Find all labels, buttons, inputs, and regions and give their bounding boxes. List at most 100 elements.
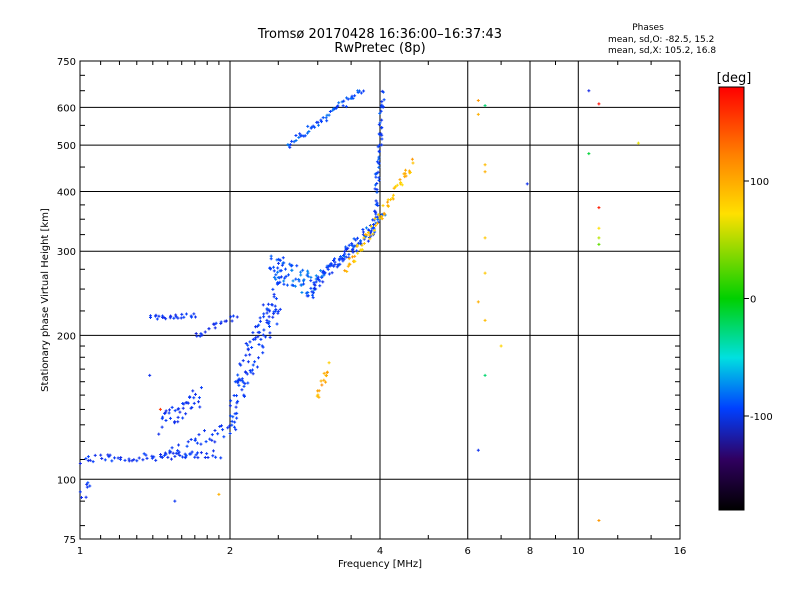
data-point <box>159 453 163 457</box>
data-point <box>265 307 269 311</box>
data-point <box>282 279 286 283</box>
data-point <box>476 300 480 304</box>
data-point <box>178 410 182 414</box>
data-point <box>306 291 310 295</box>
data-point <box>476 112 480 116</box>
data-point <box>231 314 235 318</box>
legend-heading: Phases <box>632 23 664 33</box>
data-point <box>265 311 269 315</box>
data-point <box>337 263 341 267</box>
data-point <box>283 276 287 280</box>
data-point <box>157 432 161 436</box>
data-point <box>271 315 275 319</box>
data-point <box>407 169 411 173</box>
data-point <box>262 315 266 319</box>
data-point <box>107 455 111 459</box>
data-point <box>210 438 214 442</box>
y-tick-label: 500 <box>57 141 76 152</box>
data-point <box>219 456 223 460</box>
data-point <box>256 335 260 339</box>
data-point <box>300 134 304 138</box>
data-point <box>373 217 377 221</box>
data-point <box>346 264 350 268</box>
data-point <box>373 183 377 187</box>
data-point <box>290 268 294 272</box>
data-point <box>302 282 306 286</box>
data-point <box>265 320 269 324</box>
data-point <box>198 405 202 409</box>
y-tick-label: 100 <box>57 475 76 486</box>
data-point <box>267 315 271 319</box>
x-tick-label: 8 <box>527 546 533 557</box>
data-point <box>248 340 252 344</box>
data-point <box>88 484 92 488</box>
data-point <box>234 405 238 409</box>
data-point <box>362 236 366 240</box>
data-point <box>362 241 366 245</box>
data-point <box>309 275 313 279</box>
data-point <box>275 258 279 262</box>
data-point <box>263 335 267 339</box>
data-point <box>176 420 180 424</box>
data-point <box>378 121 382 125</box>
data-point <box>311 296 315 300</box>
data-point <box>373 187 377 191</box>
data-point <box>196 400 200 404</box>
data-point <box>251 363 255 367</box>
data-point <box>279 269 283 273</box>
data-point <box>279 275 283 279</box>
data-point <box>132 458 136 462</box>
data-point <box>78 490 82 494</box>
data-point <box>374 203 378 207</box>
y-tick-label: 200 <box>57 331 76 342</box>
data-point <box>353 259 357 263</box>
data-point <box>525 182 529 186</box>
data-point <box>351 250 355 254</box>
data-point <box>368 233 372 237</box>
data-point <box>213 428 217 432</box>
data-point <box>199 451 203 455</box>
data-point <box>251 372 255 376</box>
data-point <box>258 330 262 334</box>
data-point <box>330 271 334 275</box>
data-point <box>236 379 240 383</box>
data-point <box>235 416 239 420</box>
data-point <box>230 423 234 427</box>
data-point <box>360 248 364 252</box>
data-point <box>275 322 279 326</box>
data-point <box>300 290 304 294</box>
data-point <box>281 261 285 265</box>
data-point <box>217 492 221 496</box>
data-point <box>352 245 356 249</box>
data-point <box>267 320 271 324</box>
data-point <box>375 190 379 194</box>
data-point <box>99 453 103 457</box>
data-point <box>380 118 384 122</box>
data-point <box>176 415 180 419</box>
data-point <box>269 254 273 258</box>
data-point <box>351 96 355 100</box>
data-point <box>230 319 234 323</box>
data-point <box>636 141 640 145</box>
data-point <box>316 277 320 281</box>
data-point <box>348 262 352 266</box>
data-point <box>238 362 242 366</box>
data-point <box>150 454 154 458</box>
data-point <box>376 145 380 149</box>
data-point <box>163 411 167 415</box>
data-point <box>374 199 378 203</box>
data-point <box>368 237 372 241</box>
data-point <box>261 303 265 307</box>
data-point <box>300 283 304 287</box>
data-point <box>337 258 341 262</box>
data-point <box>163 451 167 455</box>
data-point <box>176 316 180 320</box>
data-point <box>268 309 272 313</box>
data-point <box>169 314 173 318</box>
data-point <box>250 368 254 372</box>
data-point <box>257 342 261 346</box>
data-point <box>233 420 237 424</box>
data-point <box>337 101 341 105</box>
data-point <box>262 328 266 332</box>
